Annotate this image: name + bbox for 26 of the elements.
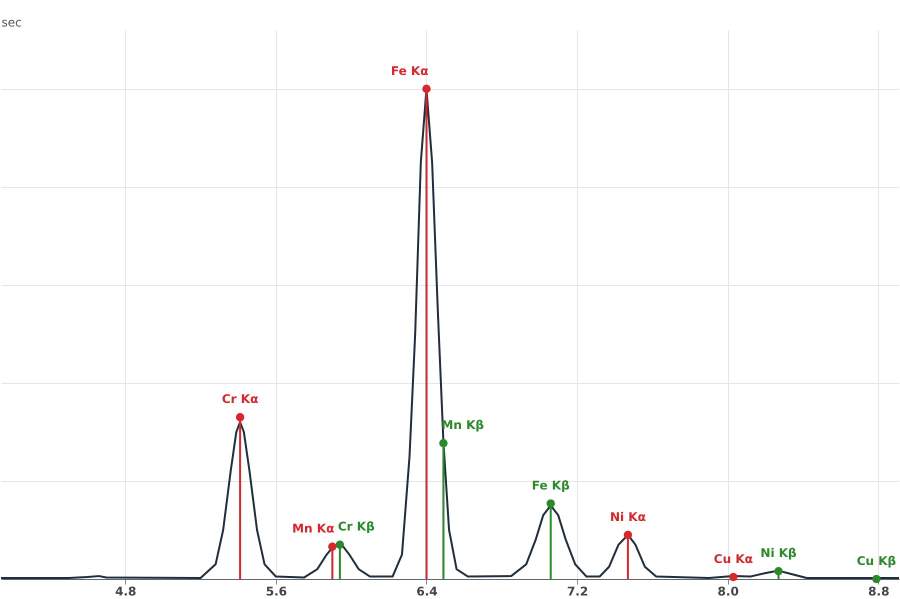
- y-axis-title: sec: [2, 16, 22, 30]
- point: [872, 574, 881, 584]
- x-tick-label: 8.8: [868, 584, 890, 598]
- annotation: Fe Kα: [390, 64, 428, 78]
- annotation: Mn Kα: [292, 522, 334, 536]
- annotation: Ni Kβ: [760, 546, 798, 560]
- annotation: Ni Kα: [610, 510, 646, 524]
- x-tick-label: 6.4: [416, 584, 438, 598]
- point: [439, 439, 448, 448]
- x-tick-label: 8.0: [718, 584, 739, 598]
- annotation: Fe Kβ: [532, 478, 570, 493]
- point: [546, 499, 555, 508]
- annotation: Cr Kα: [222, 392, 258, 406]
- point: [336, 540, 344, 549]
- point: [328, 542, 337, 551]
- annotation: Cu Kα: [714, 552, 753, 566]
- annotation: Cr Kβ: [338, 520, 376, 534]
- point: [236, 413, 244, 422]
- point: [729, 572, 738, 582]
- point: [422, 84, 431, 93]
- annotation: Cu Kβ: [856, 554, 897, 568]
- point: [624, 530, 632, 540]
- x-tick-label: 5.6: [266, 584, 287, 598]
- x-tick-label: 7.2: [566, 584, 588, 598]
- x-tick-label: 4.8: [115, 584, 136, 598]
- point: [774, 566, 783, 576]
